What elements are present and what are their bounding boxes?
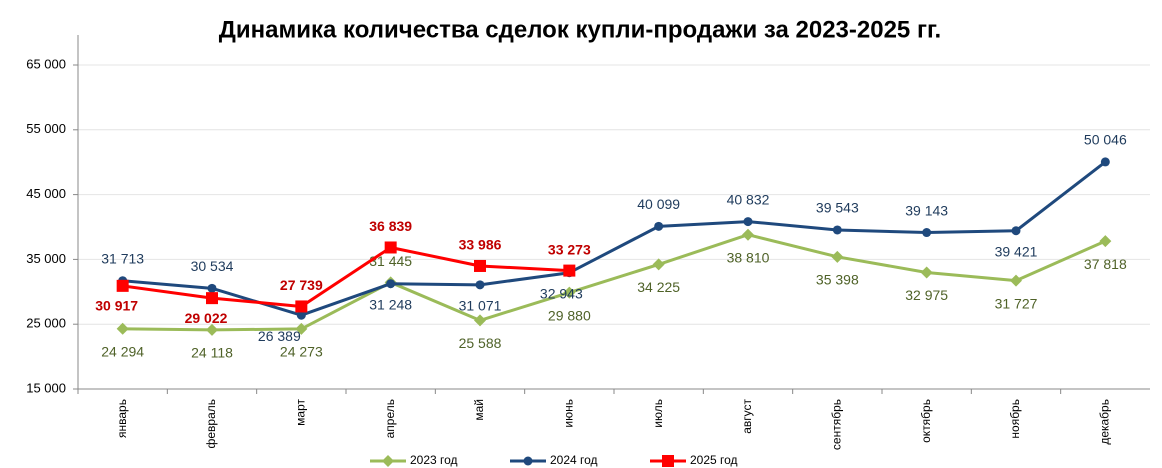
x-tick-label: май xyxy=(472,399,486,421)
value-label: 29 022 xyxy=(185,310,228,326)
value-label: 24 273 xyxy=(280,344,323,360)
legend-label: 2025 год xyxy=(690,453,738,467)
value-label: 37 818 xyxy=(1084,256,1127,272)
point xyxy=(382,455,394,467)
series-line xyxy=(122,245,570,308)
x-tick-label: июнь xyxy=(562,399,576,428)
value-label: 50 046 xyxy=(1084,132,1127,148)
legend-label: 2024 год xyxy=(550,453,598,467)
value-label: 31 727 xyxy=(995,295,1038,311)
x-tick-label: март xyxy=(294,399,308,426)
chart-title: Динамика количества сделок купли-продажи… xyxy=(219,16,941,43)
y-tick-label: 35 000 xyxy=(26,251,66,266)
point xyxy=(1100,157,1110,167)
point xyxy=(295,322,308,335)
series-line xyxy=(122,160,1107,317)
x-tick-label: октябрь xyxy=(919,399,933,443)
point xyxy=(662,455,674,467)
x-tick-label: сентябрь xyxy=(830,399,844,450)
value-label: 24 118 xyxy=(191,345,233,361)
point xyxy=(832,225,842,235)
value-label: 39 143 xyxy=(905,202,948,218)
point xyxy=(831,250,844,263)
value-label: 26 389 xyxy=(258,328,301,344)
point xyxy=(206,323,218,336)
value-label: 35 398 xyxy=(816,272,859,288)
point xyxy=(116,322,129,335)
x-tick-label: август xyxy=(740,399,754,434)
y-tick-label: 25 000 xyxy=(26,316,66,331)
y-tick-label: 55 000 xyxy=(26,121,66,136)
point xyxy=(920,266,933,279)
point xyxy=(742,228,754,241)
point xyxy=(743,217,753,227)
x-tick-label: апрель xyxy=(383,399,397,438)
value-label: 31 713 xyxy=(101,250,144,266)
point xyxy=(295,300,308,313)
point xyxy=(563,286,576,299)
point xyxy=(207,283,217,293)
x-tick-label: июль xyxy=(651,399,665,428)
point xyxy=(116,279,129,292)
point xyxy=(384,241,397,254)
legend-label: 2023 год xyxy=(410,453,458,467)
point xyxy=(1010,274,1022,287)
value-label: 27 739 xyxy=(280,277,323,293)
point xyxy=(474,314,486,327)
value-label: 36 839 xyxy=(369,218,412,234)
value-label: 31 248 xyxy=(369,296,412,312)
value-label: 32 975 xyxy=(905,287,948,303)
value-label: 33 986 xyxy=(459,237,502,253)
value-label: 39 543 xyxy=(816,200,859,216)
point xyxy=(563,264,576,277)
value-label: 24 294 xyxy=(101,343,144,359)
point xyxy=(523,456,533,466)
series-line xyxy=(122,233,1106,332)
y-tick-label: 15 000 xyxy=(26,380,66,395)
point xyxy=(652,258,665,271)
value-label: 34 225 xyxy=(637,279,680,295)
y-tick-label: 45 000 xyxy=(26,186,66,201)
value-label: 40 099 xyxy=(637,196,680,212)
value-label: 40 832 xyxy=(727,191,770,207)
point xyxy=(475,280,485,290)
value-label: 31 445 xyxy=(369,253,412,269)
value-label: 38 810 xyxy=(727,249,770,265)
x-tick-label: февраль xyxy=(204,399,218,449)
x-tick-label: декабрь xyxy=(1098,399,1112,445)
value-label: 39 421 xyxy=(995,243,1038,259)
value-label: 29 880 xyxy=(548,307,591,323)
point xyxy=(1099,235,1112,248)
value-label: 30 534 xyxy=(191,258,234,274)
point xyxy=(206,292,218,305)
point xyxy=(654,221,664,231)
y-tick-label: 65 000 xyxy=(26,56,66,71)
value-label: 31 071 xyxy=(459,298,502,314)
value-label: 32 943 xyxy=(540,285,583,301)
point xyxy=(922,228,932,238)
point xyxy=(1011,226,1021,236)
point xyxy=(386,279,396,289)
x-tick-label: ноябрь xyxy=(1008,399,1022,439)
point xyxy=(474,259,486,272)
value-label: 25 588 xyxy=(459,335,502,351)
point xyxy=(296,310,306,320)
value-label: 33 273 xyxy=(548,241,591,257)
value-label: 30 917 xyxy=(95,298,138,314)
x-tick-label: январь xyxy=(115,399,129,438)
